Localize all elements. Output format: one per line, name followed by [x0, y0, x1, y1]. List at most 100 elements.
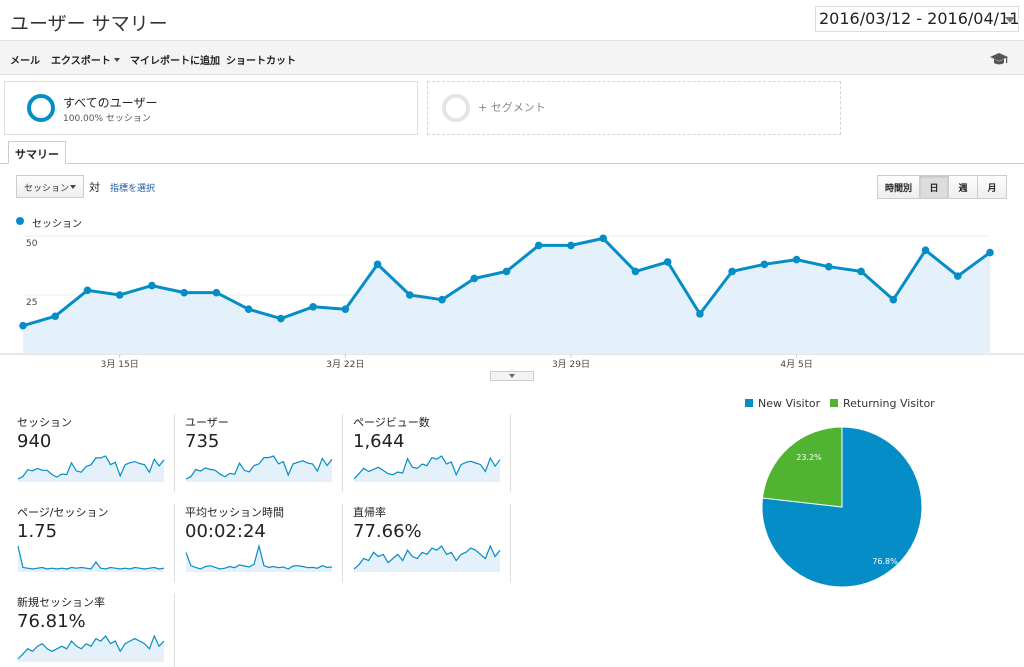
sessions-line-chart: 50 25 3月 15日 3月 22日 3月 29日 4月 5日	[0, 234, 1024, 370]
shortcut-button[interactable]: ショートカット	[226, 56, 296, 67]
tab-summary[interactable]: サマリー	[8, 141, 66, 164]
period-hourly-button[interactable]: 時間別	[877, 175, 920, 199]
segment-ring-icon	[442, 94, 470, 122]
metric-value: 1.75	[17, 521, 58, 542]
metric-select-value: セッション	[24, 184, 70, 194]
vs-label: 対	[89, 181, 100, 194]
sparkline-line	[353, 455, 501, 480]
data-point	[857, 267, 865, 276]
data-point	[953, 272, 962, 280]
date-range-text: 2016/03/12 - 2016/04/11	[819, 9, 1020, 28]
segment-all-users[interactable]: すべてのユーザー 100.00% セッション	[4, 81, 418, 135]
sparkline-line	[17, 545, 165, 570]
pie-legend-label: New Visitor	[758, 397, 821, 410]
segment-name: すべてのユーザー	[63, 96, 158, 110]
metric-name: ページビュー数	[353, 416, 430, 429]
metric-tile-pageviews[interactable]: ページビュー数 1,644	[353, 414, 511, 492]
data-point	[148, 281, 156, 290]
metric-value: 76.81%	[17, 611, 86, 632]
metric-sparkline	[353, 455, 501, 482]
add-segment-box[interactable]: + セグメント	[427, 81, 841, 135]
metric-sparkline	[17, 455, 165, 482]
x-tick-label: 3月 22日	[326, 359, 364, 370]
data-point	[438, 295, 446, 304]
metric-select[interactable]: セッション	[16, 175, 84, 198]
select-metric-link[interactable]: 指標を選択	[110, 184, 156, 194]
series-area	[23, 238, 990, 354]
data-point	[470, 274, 479, 283]
data-point	[825, 262, 833, 271]
metric-sparkline	[17, 634, 165, 662]
data-point	[534, 241, 543, 250]
pie-legend-returning-visitor[interactable]: Returning Visitor	[830, 397, 935, 410]
pie-legend-label: Returning Visitor	[843, 397, 935, 410]
sparkline-area	[354, 546, 500, 572]
data-point	[792, 255, 801, 264]
segment-subtitle: 100.00% セッション	[63, 114, 151, 124]
date-range-picker[interactable]: 2016/03/12 - 2016/04/11	[815, 6, 1019, 32]
export-label: エクスポート	[51, 56, 111, 67]
pie-slice-returning-visitor	[761, 426, 843, 508]
period-day-button[interactable]: 日	[919, 175, 949, 199]
data-point	[309, 303, 317, 311]
sparkline-line	[17, 634, 165, 660]
sparkline-line	[185, 455, 333, 480]
data-point	[212, 288, 221, 297]
visitor-type-pie-chart: 76.8% 23.2%	[761, 426, 923, 588]
data-point	[921, 246, 930, 254]
report-header: ユーザー サマリー 2016/03/12 - 2016/04/11	[0, 0, 1024, 40]
data-point	[244, 305, 253, 313]
page-title: ユーザー サマリー	[10, 13, 168, 35]
chevron-down-icon	[509, 374, 515, 378]
metric-value: 735	[185, 431, 220, 452]
graduation-cap-icon[interactable]	[990, 53, 1008, 65]
data-point	[631, 267, 640, 276]
data-point	[760, 260, 769, 269]
sparkline-line	[17, 455, 165, 480]
metric-tile-new-session-rate[interactable]: 新規セッション率 76.81%	[17, 594, 175, 667]
chevron-down-icon	[113, 58, 120, 62]
metric-tile-bounce-rate[interactable]: 直帰率 77.66%	[353, 504, 511, 582]
metric-name: 新規セッション率	[17, 596, 105, 609]
y-tick-label: 50	[26, 239, 38, 249]
tab-divider	[0, 163, 1024, 164]
metric-tile-sessions[interactable]: セッション 940	[17, 414, 175, 492]
legend-swatch-icon	[830, 399, 838, 407]
segment-ring-icon	[27, 94, 55, 122]
data-point	[986, 248, 994, 257]
metric-name: 平均セッション時間	[185, 506, 284, 519]
sparkline-area	[18, 456, 164, 482]
data-point	[51, 312, 60, 321]
x-tick-label: 3月 29日	[552, 359, 590, 370]
period-week-button[interactable]: 週	[948, 175, 978, 199]
email-button[interactable]: メール	[10, 56, 40, 67]
data-point	[341, 305, 350, 313]
metric-name: ユーザー	[185, 416, 229, 429]
data-point	[696, 310, 704, 318]
export-button[interactable]: エクスポート	[51, 52, 120, 67]
chevron-down-icon	[1005, 17, 1015, 23]
data-point	[373, 260, 382, 269]
metric-value: 1,644	[353, 431, 405, 452]
sparkline-area	[18, 636, 164, 662]
data-point	[889, 295, 898, 304]
data-point	[502, 267, 511, 276]
metric-sparkline	[17, 545, 165, 572]
data-point	[728, 267, 736, 276]
metric-tile-avg-session-duration[interactable]: 平均セッション時間 00:02:24	[185, 504, 343, 582]
metric-name: ページ/セッション	[17, 506, 109, 519]
data-point	[19, 321, 27, 330]
metric-tile-users[interactable]: ユーザー 735	[185, 414, 343, 492]
sparkline-line	[185, 543, 333, 570]
add-to-dashboard-button[interactable]: マイレポートに追加	[130, 56, 220, 67]
data-point	[277, 314, 285, 323]
period-month-button[interactable]: 月	[977, 175, 1007, 199]
metric-tile-pages-per-session[interactable]: ページ/セッション 1.75	[17, 504, 175, 582]
chart-collapse-toggle[interactable]	[490, 371, 534, 381]
data-point	[567, 241, 575, 250]
metric-value: 77.66%	[353, 521, 422, 542]
pie-slice-label: 76.8%	[872, 557, 898, 566]
legend-dot-icon	[16, 217, 24, 225]
pie-legend-new-visitor[interactable]: New Visitor	[745, 397, 820, 410]
y-tick-label: 25	[26, 298, 37, 308]
